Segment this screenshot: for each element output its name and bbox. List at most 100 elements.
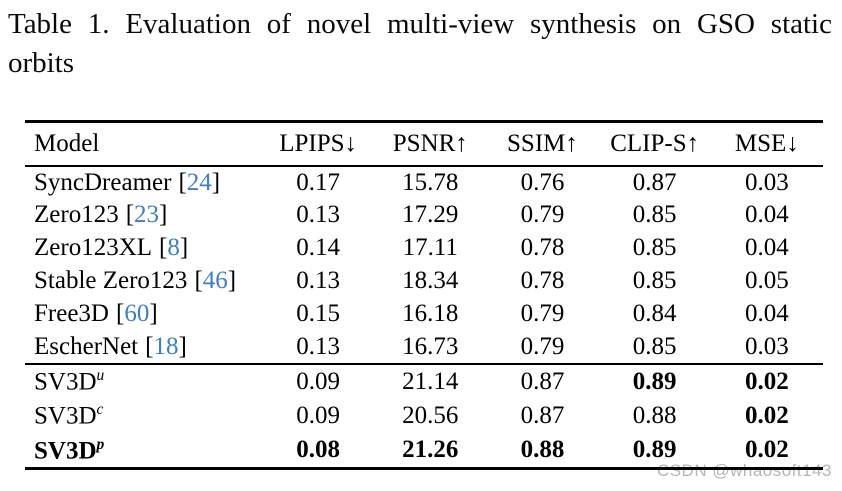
- citation: [60]: [116, 300, 158, 327]
- model-cell: EscherNet [18]: [25, 331, 262, 364]
- metric-cell: 0.13: [296, 332, 340, 360]
- column-header-mse: MSE↓: [734, 129, 799, 157]
- caption-line-2: orbits: [8, 47, 75, 79]
- metric-cell: 0.78: [520, 234, 565, 261]
- metric-cell: 0.87: [632, 168, 677, 196]
- table-row: Zero123 [23] 0.13 17.29 0.79 0.85 0.04: [25, 199, 823, 232]
- model-cell: Zero123 [23]: [25, 199, 262, 232]
- metric-cell: 18.34: [402, 267, 459, 294]
- watermark: CSDN @whaosoft143: [656, 461, 832, 480]
- citation-link[interactable]: 60: [124, 300, 150, 327]
- model-superscript: c: [96, 401, 104, 419]
- bracket-close: ]: [227, 267, 237, 294]
- metric-cell: 0.85: [632, 234, 677, 261]
- metric-cell: 16.18: [402, 300, 459, 327]
- citation: [46]: [194, 267, 236, 294]
- model-name: Stable Zero123: [34, 267, 188, 294]
- metric-cell-best: 0.08: [296, 436, 340, 464]
- column-header-lpips: LPIPS↓: [279, 129, 357, 157]
- column-header-ssim: SSIM↑: [507, 129, 578, 157]
- metric-cell: 0.13: [296, 267, 340, 294]
- results-table-wrapper: Model LPIPS↓ PSNR↑ SSIM↑ CLIP-S↑ MSE↓ Sy…: [25, 120, 823, 470]
- metric-cell: 0.04: [745, 201, 789, 228]
- citation: [23]: [126, 201, 168, 228]
- bracket-open: [: [159, 234, 168, 261]
- baselines-section: SyncDreamer [24] 0.17 15.78 0.76 0.87 0.0…: [25, 166, 823, 364]
- metric-cell: 0.04: [745, 234, 789, 261]
- metric-cell: 0.87: [520, 402, 565, 429]
- table-row: Free3D [60] 0.15 16.18 0.79 0.84 0.04: [25, 298, 823, 331]
- bracket-close: ]: [149, 300, 158, 327]
- metric-cell: 0.09: [296, 367, 340, 395]
- model-cell: SV3Dc: [25, 399, 262, 434]
- metric-cell: 0.85: [632, 332, 677, 360]
- table-row: SyncDreamer [24] 0.17 15.78 0.76 0.87 0.0…: [25, 166, 823, 199]
- metric-cell-best: 0.89: [632, 436, 677, 464]
- citation-link[interactable]: 18: [153, 332, 179, 360]
- bracket-open: [: [194, 267, 203, 294]
- citation-link[interactable]: 8: [167, 234, 180, 261]
- column-header-clip-s: CLIP-S↑: [610, 129, 700, 157]
- citation: [24]: [178, 169, 220, 196]
- citation-link[interactable]: 24: [186, 168, 212, 196]
- metric-cell: 0.05: [745, 267, 789, 294]
- bracket-open: [: [145, 332, 154, 360]
- model-name: Zero123XL: [34, 234, 153, 261]
- column-header-psnr: PSNR↑: [392, 129, 468, 157]
- model-name: SV3D: [34, 436, 97, 464]
- metric-cell-best: 0.89: [632, 367, 677, 395]
- metric-cell-best: 0.02: [745, 436, 789, 464]
- model-name: Zero123: [34, 201, 119, 228]
- model-cell: SV3Du: [25, 364, 262, 399]
- metric-cell: 0.76: [520, 168, 565, 196]
- metric-cell: 0.04: [745, 300, 789, 327]
- metric-cell: 0.78: [520, 267, 565, 294]
- table-row: SV3Dc 0.09 20.56 0.87 0.88 0.02: [25, 399, 823, 434]
- bracket-open: [: [178, 168, 187, 196]
- metric-cell: 21.14: [402, 367, 459, 395]
- metric-cell-best: 21.26: [402, 436, 459, 464]
- model-cell: Free3D [60]: [25, 298, 262, 331]
- model-cell: SyncDreamer [24]: [25, 166, 262, 199]
- citation-link[interactable]: 46: [202, 267, 228, 294]
- column-header-model: Model: [34, 129, 100, 157]
- model-name: SV3D: [34, 368, 97, 396]
- metric-cell: 0.13: [296, 201, 340, 228]
- metric-cell: 0.03: [745, 168, 789, 196]
- metric-cell: 0.88: [632, 402, 677, 429]
- citation: [18]: [145, 333, 187, 360]
- model-cell: Zero123XL [8]: [25, 232, 262, 265]
- metric-cell: 0.85: [632, 201, 677, 228]
- metric-cell: 0.79: [520, 300, 565, 327]
- metric-cell: 0.79: [520, 201, 565, 228]
- metric-cell: 0.17: [296, 168, 340, 196]
- table-row: Zero123XL [8] 0.14 17.11 0.78 0.85 0.04: [25, 232, 823, 265]
- bracket-close: ]: [211, 168, 221, 196]
- citation-link[interactable]: 23: [134, 201, 160, 228]
- table-caption: Table 1. Evaluation of novel multi-view …: [8, 5, 832, 83]
- table-row: SV3Du 0.09 21.14 0.87 0.89 0.02: [25, 364, 823, 399]
- results-table: Model LPIPS↓ PSNR↑ SSIM↑ CLIP-S↑ MSE↓ Sy…: [25, 120, 823, 470]
- model-name: SyncDreamer: [34, 168, 172, 196]
- metric-cell-best: 0.88: [520, 436, 565, 464]
- model-name: SV3D: [34, 402, 97, 430]
- citation: [8]: [159, 234, 188, 261]
- table-row: EscherNet [18] 0.13 16.73 0.79 0.85 0.03: [25, 331, 823, 364]
- caption-line-1: Table 1. Evaluation of novel multi-view …: [8, 8, 832, 40]
- metric-cell: 0.79: [520, 332, 565, 360]
- metric-cell-best: 0.02: [745, 402, 789, 429]
- ours-section: SV3Du 0.09 21.14 0.87 0.89 0.02 SV3Dc 0.…: [25, 364, 823, 469]
- model-superscript: p: [96, 435, 105, 453]
- model-cell: Stable Zero123 [46]: [25, 265, 262, 298]
- metric-cell: 15.78: [402, 168, 459, 196]
- table-row: Stable Zero123 [46] 0.13 18.34 0.78 0.85 …: [25, 265, 823, 298]
- model-superscript: u: [96, 366, 105, 384]
- model-name: Free3D: [34, 300, 109, 327]
- metric-cell: 0.84: [632, 300, 677, 327]
- model-cell: SV3Dp: [25, 434, 262, 469]
- metric-cell: 0.09: [296, 402, 340, 429]
- metric-cell: 0.03: [745, 332, 789, 360]
- header-row: Model LPIPS↓ PSNR↑ SSIM↑ CLIP-S↑ MSE↓: [25, 122, 823, 166]
- bracket-close: ]: [159, 201, 168, 228]
